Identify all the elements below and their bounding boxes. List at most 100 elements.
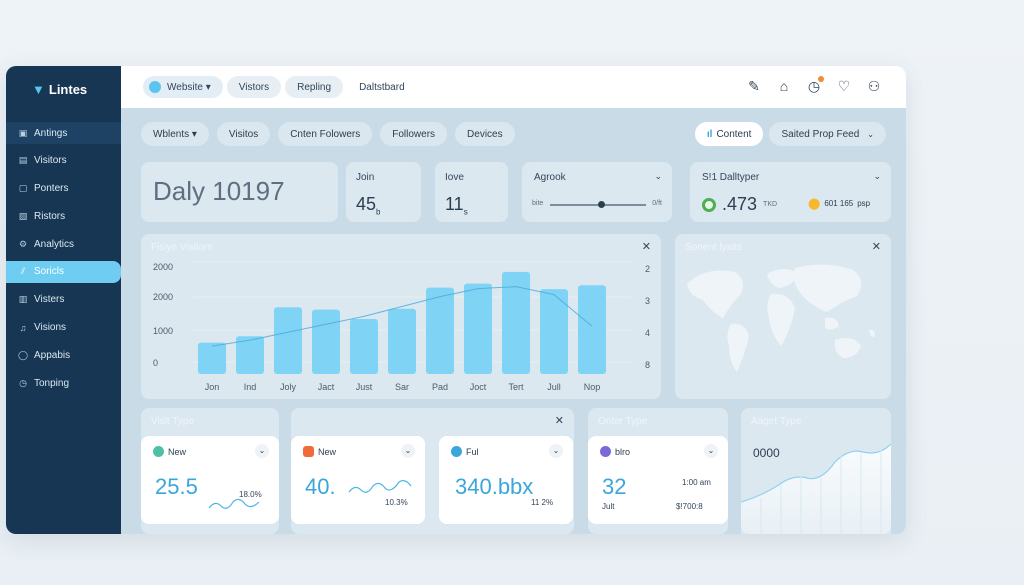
sidebar-item-visters[interactable]: ▥ Visters bbox=[6, 289, 121, 311]
chevron-down-icon[interactable]: ⌄ bbox=[401, 444, 415, 458]
bar-jull[interactable] bbox=[540, 289, 568, 374]
chevron-down-icon[interactable]: ⌄ bbox=[704, 444, 718, 458]
blro-month: Jult bbox=[602, 502, 615, 511]
pin-stat: ⬤ 601 165 psp bbox=[808, 197, 870, 210]
bar-jact[interactable] bbox=[312, 309, 340, 374]
heart-icon[interactable]: ♡ bbox=[837, 78, 851, 94]
map-title: Sonent lysits bbox=[685, 242, 742, 253]
feed-select[interactable]: Saited Prop Feed ⌄ bbox=[769, 122, 886, 146]
app-icon bbox=[303, 446, 314, 457]
sidebar-item-appabis[interactable]: ◯ Appabis bbox=[6, 344, 121, 366]
blro-time: 1:00 am bbox=[682, 478, 711, 487]
close-icon[interactable]: ✕ bbox=[871, 241, 881, 253]
y-tick-left: 1000 bbox=[153, 326, 173, 336]
sidebar-item-antings[interactable]: ▣ Antings bbox=[6, 122, 121, 144]
home-icon[interactable]: ⌂ bbox=[779, 78, 789, 94]
chevron-down-icon[interactable]: ⌄ bbox=[255, 444, 269, 458]
content-label: Content bbox=[716, 128, 752, 140]
bar-jon[interactable] bbox=[198, 342, 226, 374]
user-icon[interactable]: ⚇ bbox=[867, 78, 881, 94]
monitor-icon: ▥ bbox=[18, 294, 28, 305]
filter-content-followers[interactable]: Cnten Folowers bbox=[278, 122, 373, 146]
sidebar-item-tonping[interactable]: ◷ Tonping bbox=[6, 372, 121, 394]
aget-type-title: Aaget Type bbox=[751, 416, 802, 427]
sidebar-item-ristors[interactable]: ▧ Ristors bbox=[6, 205, 121, 227]
breadcrumb-label: Repling bbox=[297, 81, 332, 93]
sidebar-item-analytics[interactable]: ⚙ Analytics bbox=[6, 233, 121, 255]
new-stat-head: New bbox=[153, 446, 186, 457]
chevron-down-icon[interactable]: ⌄ bbox=[654, 171, 662, 181]
clock-icon[interactable]: ◷ bbox=[806, 76, 824, 95]
close-icon[interactable]: ✕ bbox=[554, 415, 564, 427]
sidebar-item-ponters[interactable]: ▢ Ponters bbox=[6, 178, 121, 200]
sidebar-item-visions[interactable]: ♫ Visions bbox=[6, 317, 121, 339]
slider-handle[interactable] bbox=[598, 201, 605, 208]
close-icon[interactable]: ✕ bbox=[641, 241, 651, 253]
sidebar-item-label: Tonping bbox=[34, 377, 70, 389]
bar-joly[interactable] bbox=[274, 307, 302, 374]
join-unit: b bbox=[376, 207, 381, 217]
brand[interactable]: ▼ Lintes bbox=[32, 82, 87, 97]
x-tick-label: Jull bbox=[547, 382, 561, 392]
bar-sar[interactable] bbox=[388, 308, 416, 374]
aget-type-card: Aaget Type 0000 bbox=[741, 408, 891, 534]
grid-icon: ▣ bbox=[18, 127, 28, 138]
aget-value: 0000 bbox=[753, 446, 780, 460]
circle-icon: ◯ bbox=[18, 349, 29, 360]
agrook-card: Agrook ⌄ bite 0/ft bbox=[522, 162, 672, 222]
bar-chart: 2000 2000 1000 0 2 3 4 8 Jon Ind Joly Jact Just Sar Pa… bbox=[153, 261, 650, 392]
bar-joct[interactable] bbox=[464, 283, 492, 374]
x-tick-label: Joct bbox=[470, 382, 487, 392]
map-card: Sonent lysits ✕ bbox=[675, 234, 891, 399]
bar-ind[interactable] bbox=[236, 336, 264, 374]
love-label: Iove bbox=[445, 172, 464, 183]
chevron-down-icon[interactable]: ⌄ bbox=[549, 444, 563, 458]
visitors-chart-card: Fisiye Visitors ✕ 2000 2000 1000 0 2 3 4 8 Jon In… bbox=[141, 234, 661, 399]
filter-devices[interactable]: Devices bbox=[455, 122, 515, 146]
sidebar-item-visitors[interactable]: ▤ Visitors bbox=[6, 150, 121, 172]
sidebar-item-label: Ponters bbox=[34, 183, 69, 195]
blro-stat-card: blro ⌄ 32 Jult 1:00 am $!700:8 bbox=[588, 436, 728, 524]
clock-icon: ◷ bbox=[19, 377, 27, 388]
breadcrumb-dashboard[interactable]: Daltstbard bbox=[347, 76, 417, 98]
sidebar-item-label: Soricls bbox=[34, 266, 65, 278]
breadcrumb-website[interactable]: Website ▾ bbox=[143, 76, 223, 98]
daily-type-unit: TKD bbox=[763, 201, 778, 208]
breadcrumb-repling[interactable]: Repling bbox=[285, 76, 344, 98]
love-unit: s bbox=[463, 207, 468, 217]
breadcrumb-visitors[interactable]: Vistors bbox=[226, 76, 282, 98]
globe-icon bbox=[149, 81, 161, 93]
new2-value: 40. bbox=[305, 474, 336, 499]
sidebar-item-label: Appabis bbox=[34, 349, 71, 361]
world-map bbox=[687, 264, 875, 372]
x-tick-label: Joly bbox=[280, 382, 297, 392]
new2-pct: 10.3% bbox=[385, 498, 408, 507]
chevron-down-icon[interactable]: ⌄ bbox=[873, 171, 881, 181]
bar-nop[interactable] bbox=[578, 285, 606, 374]
breadcrumb-label: Daltstbard bbox=[359, 81, 405, 93]
pen-icon[interactable]: ✎ bbox=[748, 78, 760, 94]
new2-label: New bbox=[318, 446, 337, 457]
bar-just[interactable] bbox=[350, 319, 378, 374]
avatar bbox=[600, 446, 611, 457]
status-ring-icon bbox=[702, 197, 716, 212]
pin-unit: psp bbox=[857, 199, 871, 208]
feed-label: Saited Prop Feed bbox=[781, 128, 860, 140]
new-stat-card: New ⌄ 25.5 18.0% bbox=[141, 436, 279, 524]
visit-type-title: Visit Type bbox=[151, 416, 194, 427]
filter-followers[interactable]: Followers bbox=[380, 122, 448, 146]
filter-row: Wblents ▾ Visitos Cnten Folowers Followe… bbox=[141, 122, 515, 146]
filter-wblents[interactable]: Wblents ▾ bbox=[141, 122, 209, 146]
content-button[interactable]: ıl Content bbox=[694, 122, 764, 146]
ful-value: 340.bbx bbox=[455, 474, 534, 499]
filter-visitos[interactable]: Visitos bbox=[216, 122, 271, 146]
x-tick-label: Tert bbox=[508, 382, 524, 392]
sidebar-item-soricls[interactable]: ⫽ Soricls bbox=[6, 260, 121, 283]
bar-pad[interactable] bbox=[426, 287, 454, 374]
music-icon: ♫ bbox=[19, 322, 27, 333]
bar-tert[interactable] bbox=[502, 271, 530, 374]
bar-chart-icon: ıl bbox=[706, 128, 713, 140]
notification-badge bbox=[818, 76, 824, 82]
trend-line bbox=[211, 286, 593, 347]
love-number: 11 bbox=[445, 194, 464, 214]
